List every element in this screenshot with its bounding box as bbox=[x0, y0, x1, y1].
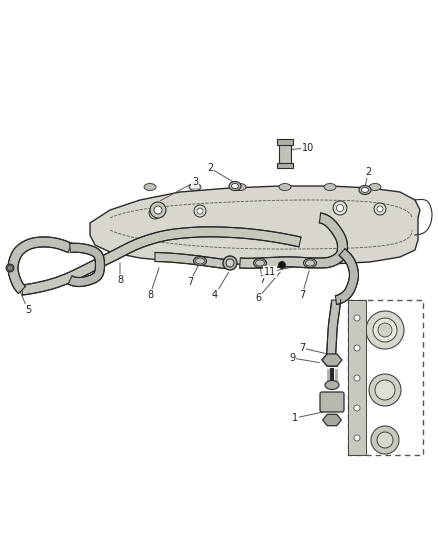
Polygon shape bbox=[155, 253, 226, 269]
Ellipse shape bbox=[149, 207, 161, 219]
Ellipse shape bbox=[336, 205, 343, 212]
Text: 8: 8 bbox=[147, 290, 153, 300]
FancyBboxPatch shape bbox=[320, 392, 344, 412]
Text: 4: 4 bbox=[212, 290, 218, 300]
Ellipse shape bbox=[369, 183, 381, 190]
Ellipse shape bbox=[373, 318, 397, 342]
Text: 8: 8 bbox=[117, 275, 123, 285]
Text: 11: 11 bbox=[264, 267, 276, 277]
Ellipse shape bbox=[378, 323, 392, 337]
Bar bbox=[277, 163, 293, 168]
Ellipse shape bbox=[223, 256, 237, 270]
Ellipse shape bbox=[377, 432, 393, 448]
Text: 7: 7 bbox=[259, 275, 265, 285]
Bar bbox=[348, 300, 366, 455]
Ellipse shape bbox=[354, 435, 360, 441]
Ellipse shape bbox=[304, 259, 317, 268]
Ellipse shape bbox=[279, 262, 286, 269]
Bar bbox=[348, 300, 423, 455]
Polygon shape bbox=[240, 257, 311, 268]
Text: 1: 1 bbox=[292, 413, 298, 423]
Ellipse shape bbox=[374, 203, 386, 215]
Ellipse shape bbox=[359, 185, 371, 195]
Text: 2: 2 bbox=[207, 163, 213, 173]
Polygon shape bbox=[336, 249, 358, 304]
Ellipse shape bbox=[354, 375, 360, 381]
Ellipse shape bbox=[229, 182, 241, 190]
Ellipse shape bbox=[232, 183, 239, 189]
Ellipse shape bbox=[152, 210, 158, 216]
Ellipse shape bbox=[234, 183, 246, 190]
Ellipse shape bbox=[8, 266, 12, 270]
Ellipse shape bbox=[154, 206, 162, 214]
Ellipse shape bbox=[366, 311, 404, 349]
Polygon shape bbox=[90, 186, 420, 265]
Text: 9: 9 bbox=[289, 353, 295, 363]
Ellipse shape bbox=[369, 374, 401, 406]
Ellipse shape bbox=[197, 208, 203, 214]
Ellipse shape bbox=[333, 201, 347, 215]
Ellipse shape bbox=[150, 202, 166, 218]
Ellipse shape bbox=[361, 188, 368, 192]
Polygon shape bbox=[8, 237, 72, 294]
Ellipse shape bbox=[194, 205, 206, 217]
Polygon shape bbox=[326, 300, 340, 356]
Text: 7: 7 bbox=[299, 343, 305, 353]
Text: 7: 7 bbox=[187, 277, 193, 287]
Polygon shape bbox=[310, 213, 347, 268]
Text: 6: 6 bbox=[255, 293, 261, 303]
Ellipse shape bbox=[354, 315, 360, 321]
Ellipse shape bbox=[305, 260, 314, 266]
Ellipse shape bbox=[144, 183, 156, 190]
Bar bbox=[279, 143, 291, 165]
Polygon shape bbox=[68, 243, 105, 287]
Text: 5: 5 bbox=[25, 305, 31, 315]
Ellipse shape bbox=[195, 258, 205, 264]
Bar bbox=[277, 139, 293, 145]
Ellipse shape bbox=[354, 345, 360, 351]
Text: 3: 3 bbox=[192, 177, 198, 187]
Text: 2: 2 bbox=[365, 167, 371, 177]
Ellipse shape bbox=[325, 381, 339, 390]
Ellipse shape bbox=[371, 426, 399, 454]
Ellipse shape bbox=[279, 183, 291, 190]
Ellipse shape bbox=[377, 206, 383, 212]
Ellipse shape bbox=[226, 259, 234, 267]
Polygon shape bbox=[21, 227, 301, 295]
Ellipse shape bbox=[6, 264, 14, 272]
Ellipse shape bbox=[375, 380, 395, 400]
Ellipse shape bbox=[254, 259, 266, 268]
Ellipse shape bbox=[324, 183, 336, 190]
Text: 10: 10 bbox=[302, 143, 314, 153]
Polygon shape bbox=[322, 354, 342, 366]
Ellipse shape bbox=[354, 405, 360, 411]
Ellipse shape bbox=[189, 183, 201, 190]
Ellipse shape bbox=[194, 256, 206, 265]
Polygon shape bbox=[323, 414, 341, 426]
Ellipse shape bbox=[255, 260, 265, 266]
Text: 7: 7 bbox=[299, 290, 305, 300]
